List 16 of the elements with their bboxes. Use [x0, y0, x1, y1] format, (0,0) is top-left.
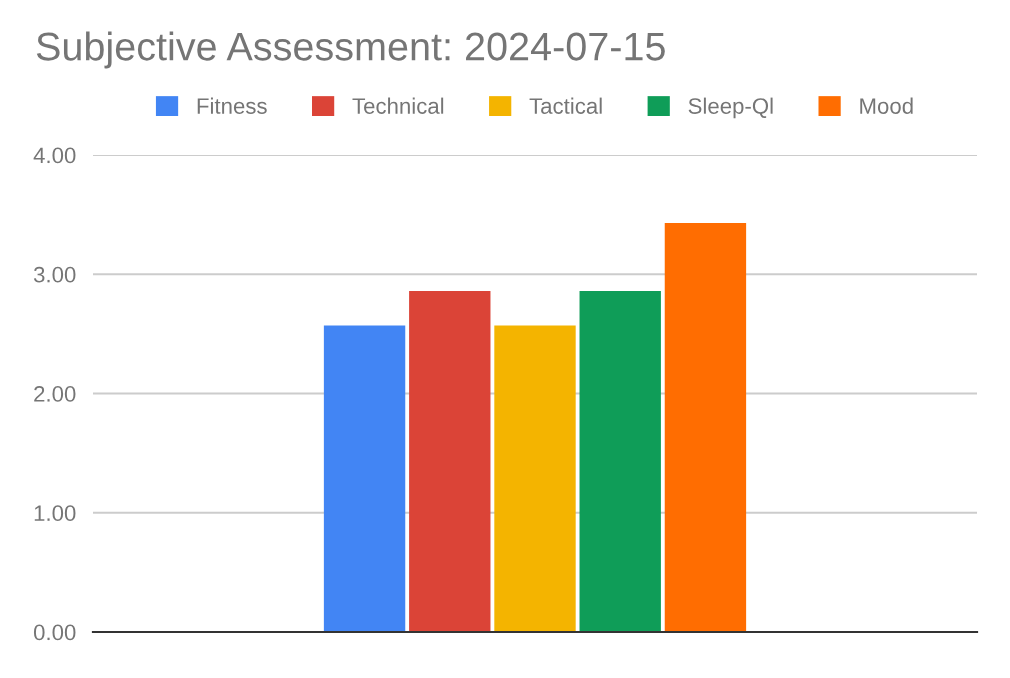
y-tick-label: 2.00 [34, 386, 76, 402]
legend-label: Fitness [197, 97, 267, 114]
y-tick-label: 1.00 [34, 505, 76, 522]
chart-title: Subjective Assessment: 2024-07-15 [36, 31, 665, 69]
bar [664, 222, 747, 632]
y-tick-label: 4.00 [33, 147, 76, 164]
bar [494, 325, 576, 632]
bar [579, 290, 661, 632]
bar [409, 290, 491, 632]
legend-label: Mood [860, 97, 913, 114]
legend-label: Sleep-Ql [688, 97, 773, 119]
y-tick-label: 0.00 [33, 624, 76, 641]
bar [323, 325, 406, 632]
legend-label: Technical [352, 97, 444, 114]
legend-label: Tactical [529, 97, 602, 114]
y-tick-label: 3.00 [33, 266, 76, 283]
